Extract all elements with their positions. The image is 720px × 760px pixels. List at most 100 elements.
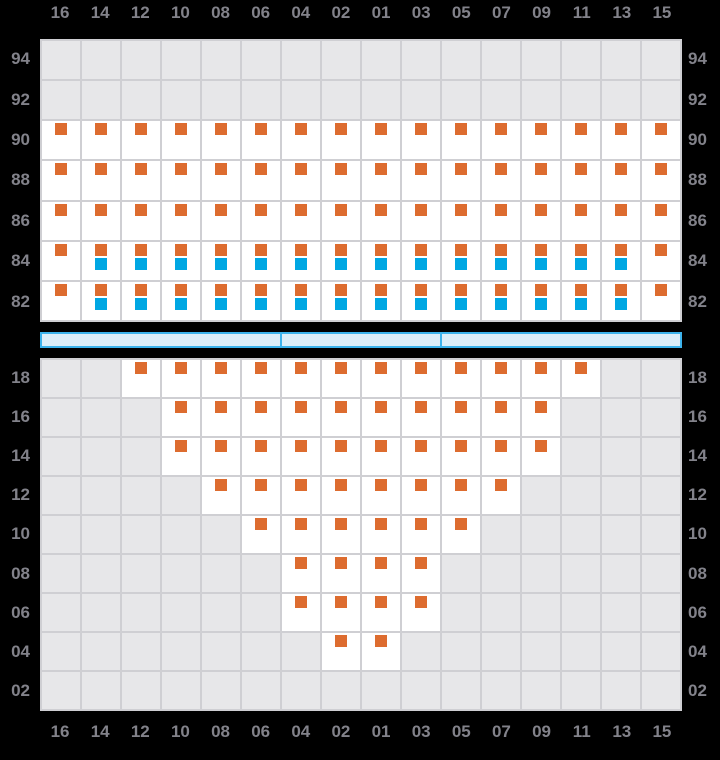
orange-marker-icon: [55, 123, 67, 136]
orange-marker-icon: [415, 243, 427, 256]
row-label: 90: [11, 130, 30, 150]
grid-cell: [322, 81, 360, 120]
grid-cell: [602, 161, 640, 200]
orange-marker-icon: [455, 203, 467, 216]
grid-cell: [402, 81, 440, 120]
grid-cell: [642, 672, 680, 709]
orange-marker-icon: [535, 163, 547, 176]
column-label: 02: [331, 722, 351, 741]
grid-cell: [202, 438, 240, 475]
orange-marker-icon: [575, 203, 587, 216]
grid-cell: [162, 81, 200, 120]
column-label: 05: [451, 722, 471, 741]
orange-marker-icon: [215, 203, 227, 216]
grid-cell: [482, 241, 520, 280]
grid-cell: [322, 201, 360, 240]
grid-cell: [242, 360, 280, 397]
blue-marker-icon: [175, 257, 187, 270]
column-label: 01: [371, 3, 391, 22]
orange-marker-icon: [295, 123, 307, 136]
column-label: 11: [572, 722, 591, 741]
orange-marker-icon: [295, 440, 307, 452]
grid-cell: [242, 516, 280, 553]
orange-marker-icon: [135, 283, 147, 296]
divider-bar-segment: [440, 332, 682, 348]
grid-cell: [162, 516, 200, 553]
orange-marker-icon: [375, 635, 387, 647]
grid-cell: [562, 41, 600, 80]
orange-marker-icon: [295, 362, 307, 374]
grid-cell: [122, 633, 160, 670]
row-label: 82: [688, 291, 707, 311]
grid-cell: [82, 555, 120, 592]
grid-cell: [202, 281, 240, 320]
grid-cell: [322, 672, 360, 709]
orange-marker-icon: [335, 243, 347, 256]
grid-cell: [522, 281, 560, 320]
orange-marker-icon: [375, 401, 387, 413]
grid-cell: [482, 555, 520, 592]
row-label: 04: [11, 642, 30, 662]
grid-cell: [162, 121, 200, 160]
orange-marker-icon: [255, 123, 267, 136]
grid-cell: [362, 161, 400, 200]
grid-cell: [642, 633, 680, 670]
grid-cell: [282, 438, 320, 475]
orange-marker-icon: [295, 401, 307, 413]
orange-marker-icon: [615, 123, 627, 136]
divider-bar-segment: [279, 332, 443, 348]
grid-cell: [42, 672, 80, 709]
row-label: 86: [11, 210, 30, 230]
row-label: 14: [11, 446, 30, 466]
orange-marker-icon: [415, 440, 427, 452]
orange-marker-icon: [295, 479, 307, 491]
grid-cell: [402, 477, 440, 514]
grid-cell: [122, 241, 160, 280]
grid-cell: [442, 121, 480, 160]
orange-marker-icon: [215, 362, 227, 374]
grid-cell: [202, 81, 240, 120]
grid-cell: [362, 555, 400, 592]
orange-marker-icon: [375, 283, 387, 296]
grid-cell: [282, 241, 320, 280]
blue-marker-icon: [375, 257, 387, 270]
column-label: 16: [50, 3, 70, 22]
top-right-row-labels: 94 92 90 88 86 84 82: [684, 39, 720, 322]
orange-marker-icon: [255, 283, 267, 296]
grid-cell: [362, 281, 400, 320]
orange-marker-icon: [615, 283, 627, 296]
grid-cell: [202, 477, 240, 514]
grid-cell: [322, 399, 360, 436]
row-label: 18: [11, 367, 30, 387]
orange-marker-icon: [95, 203, 107, 216]
grid-cell: [122, 594, 160, 631]
row-label: 08: [688, 563, 707, 583]
orange-marker-icon: [295, 163, 307, 176]
grid-cell: [562, 281, 600, 320]
grid-cell: [602, 241, 640, 280]
grid-cell: [362, 438, 400, 475]
orange-marker-icon: [415, 203, 427, 216]
grid-cell: [602, 516, 640, 553]
grid-cell: [282, 672, 320, 709]
orange-marker-icon: [495, 362, 507, 374]
grid-cell: [282, 161, 320, 200]
grid-cell: [602, 477, 640, 514]
orange-marker-icon: [255, 440, 267, 452]
grid-cell: [642, 281, 680, 320]
orange-marker-icon: [495, 283, 507, 296]
grid-cell: [562, 633, 600, 670]
grid-cell: [282, 399, 320, 436]
grid-cell: [402, 633, 440, 670]
orange-marker-icon: [375, 557, 387, 569]
grid-cell: [642, 201, 680, 240]
grid-cell: [282, 360, 320, 397]
blue-marker-icon: [255, 257, 267, 270]
column-label: 07: [491, 722, 511, 741]
orange-marker-icon: [415, 557, 427, 569]
orange-marker-icon: [455, 243, 467, 256]
grid-cell: [322, 241, 360, 280]
orange-marker-icon: [255, 518, 267, 530]
blue-marker-icon: [415, 257, 427, 270]
orange-marker-icon: [375, 596, 387, 608]
